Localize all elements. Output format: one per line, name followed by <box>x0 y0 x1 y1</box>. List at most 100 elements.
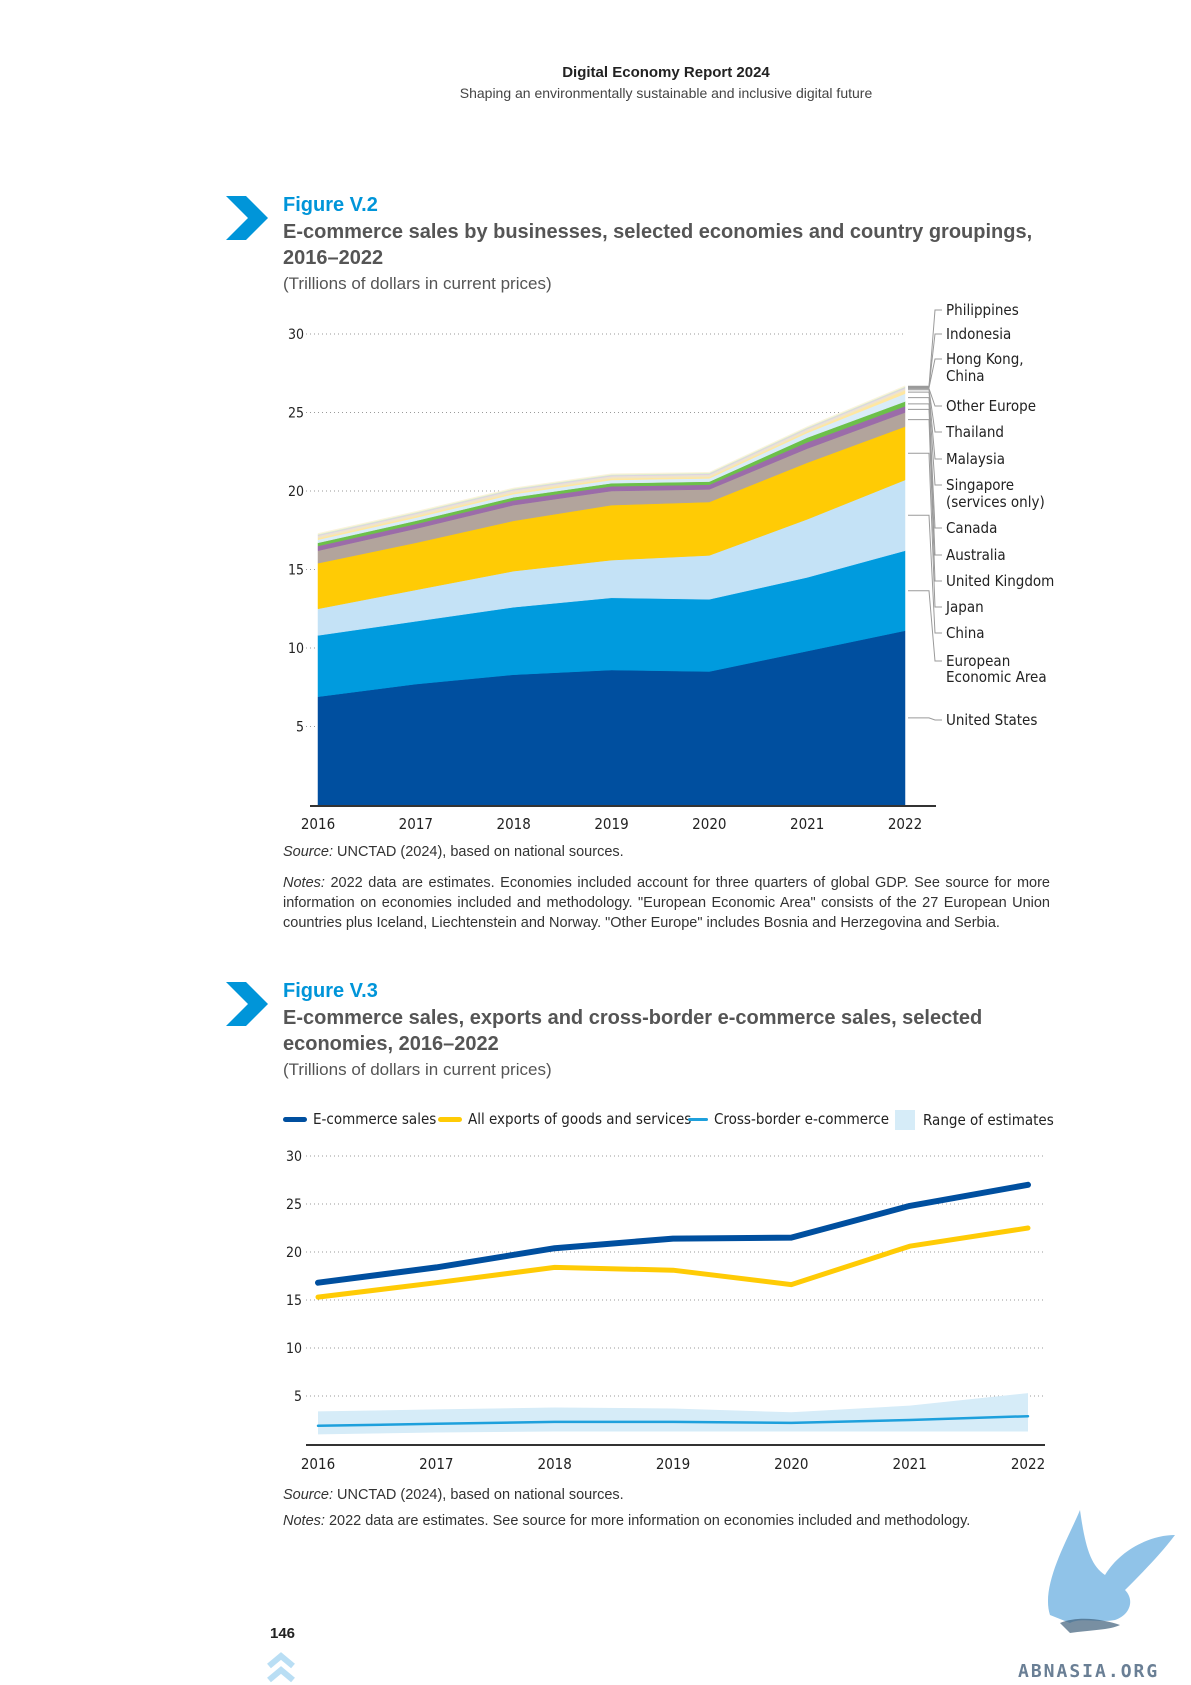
y-tick-label: 15 <box>286 1293 302 1309</box>
x-tick-label: 2022 <box>888 815 922 833</box>
notes-label: Notes: <box>283 1513 325 1529</box>
y-tick-label: 20 <box>286 1245 302 1261</box>
series-label: Philippines <box>946 301 1019 319</box>
stacked-area-chart: 5 10 15 20 25 30 2016 2017 2018 2019 2020 2021 2022… <box>288 301 1054 833</box>
series-label: Thailand <box>945 423 1004 441</box>
area-philippines <box>317 385 906 535</box>
legend-label: Range of estimates <box>923 1111 1054 1129</box>
series-label: Other Europe <box>946 397 1036 415</box>
notes-label: Notes: <box>283 875 325 891</box>
figure-number: Figure V.2 <box>283 194 378 216</box>
leader-line <box>908 403 942 529</box>
y-tick-label: 20 <box>288 484 304 500</box>
x-tick-label: 2016 <box>301 1455 335 1470</box>
x-tick-label: 2018 <box>496 815 530 833</box>
x-tick-label: 2019 <box>656 1455 690 1470</box>
report-subtitle: Shaping an environmentally sustainable a… <box>459 85 873 101</box>
leader-line <box>908 389 942 433</box>
notes-text: 2022 data are estimates. See source for … <box>324 1513 971 1529</box>
y-tick-label: 5 <box>294 1389 302 1405</box>
chevron-up-icon <box>267 1652 295 1683</box>
legend-item-ecommerce: E-commerce sales <box>283 1110 436 1128</box>
leader-line <box>908 419 942 582</box>
legend-swatch <box>283 1116 307 1122</box>
series-label: Canada <box>946 519 997 537</box>
figure-title: E-commerce sales, exports and cross-bord… <box>283 1007 983 1055</box>
series-label: Hong Kong, China <box>946 350 1024 385</box>
line-cross-border-e-commerce <box>316 1414 1030 1428</box>
series-label: Australia <box>946 546 1006 564</box>
x-tick-label: 2020 <box>692 815 726 833</box>
report-title: Digital Economy Report 2024 <box>562 64 770 81</box>
leader-line <box>908 388 942 407</box>
source-label: Source: <box>283 844 333 860</box>
legend-item-exports: All exports of goods and services <box>438 1110 691 1128</box>
legend-label: E-commerce sales <box>313 1110 437 1128</box>
x-tick-label: 2018 <box>537 1455 571 1470</box>
legend-label: Cross-border e-commerce <box>714 1110 890 1128</box>
series-label: Singapore (services only) <box>946 476 1045 511</box>
y-tick-label: 10 <box>288 641 304 657</box>
source-text: UNCTAD (2024), based on national sources… <box>332 844 624 860</box>
chevron-right-icon <box>226 982 268 1026</box>
figure-v2-source: Source: UNCTAD (2024), based on national… <box>283 842 1050 862</box>
y-tick-label: 30 <box>286 1149 302 1165</box>
page-number: 146 <box>270 1625 296 1642</box>
figure-v2-heading: Figure V.2 E-commerce sales by businesse… <box>283 194 1053 294</box>
legend-swatch <box>895 1110 915 1130</box>
legend-swatch <box>688 1117 708 1121</box>
source-label: Source: <box>283 1487 333 1503</box>
watermark-logo: ABNASIA.ORG <box>1018 1510 1175 1682</box>
y-tick-label: 15 <box>288 563 304 579</box>
series-label: Malaysia <box>946 450 1005 468</box>
source-text: UNCTAD (2024), based on national sources… <box>332 1487 624 1503</box>
legend-item-cross-border: Cross-border e-commerce <box>688 1110 889 1128</box>
leader-line <box>908 333 942 388</box>
line-chart: 5 10 15 20 25 30 2016 2017 2018 2019 2020 2021 2022 <box>286 1149 1045 1470</box>
leader-line <box>908 391 942 460</box>
series-label: Japan <box>945 598 984 616</box>
report-header: Digital Economy Report 2024 Shaping an e… <box>0 64 1191 101</box>
x-tick-label: 2021 <box>892 1455 926 1470</box>
chart-legend: E-commerce sales All exports of goods an… <box>283 1110 1054 1134</box>
range-band <box>318 1393 1028 1435</box>
line-all-exports-of-goods-and-services <box>315 1225 1031 1300</box>
series-label: United States <box>946 711 1037 729</box>
series-label: European Economic Area <box>946 652 1047 686</box>
figure-unit: (Trillions of dollars in current prices) <box>283 1060 552 1079</box>
leader-line <box>908 590 942 662</box>
chevron-right-icon <box>226 196 268 240</box>
leader-line <box>908 514 942 634</box>
y-tick-label: 25 <box>288 406 304 422</box>
series-label: United Kingdom <box>946 572 1054 590</box>
figure-v3-notes: Notes: 2022 data are estimates. See sour… <box>283 1511 1050 1531</box>
figure-v3-source: Source: UNCTAD (2024), based on national… <box>283 1485 1050 1505</box>
series-label: China <box>946 624 985 642</box>
leader-line <box>908 358 942 389</box>
y-tick-label: 25 <box>286 1197 302 1213</box>
leader-line <box>908 309 942 387</box>
x-tick-label: 2017 <box>419 1455 453 1470</box>
leader-line <box>908 717 942 721</box>
legend-item-range: Range of estimates <box>895 1110 1054 1130</box>
legend-label: All exports of goods and services <box>468 1110 692 1128</box>
notes-text: 2022 data are estimates. Economies inclu… <box>283 875 1050 931</box>
leader-line <box>908 408 942 556</box>
x-tick-label: 2022 <box>1011 1455 1045 1470</box>
figure-unit: (Trillions of dollars in current prices) <box>283 274 552 293</box>
y-tick-label: 5 <box>296 720 304 736</box>
figure-number: Figure V.3 <box>283 980 378 1002</box>
leader-line <box>908 452 942 608</box>
line-e-commerce-sales <box>315 1181 1031 1286</box>
x-tick-label: 2021 <box>790 815 824 833</box>
figure-v3-heading: Figure V.3 E-commerce sales, exports and… <box>283 980 1053 1080</box>
x-tick-label: 2017 <box>399 815 433 833</box>
y-tick-label: 10 <box>286 1341 302 1357</box>
figure-v2-notes: Notes: 2022 data are estimates. Economie… <box>283 873 1050 933</box>
x-tick-label: 2016 <box>301 815 335 833</box>
y-tick-label: 30 <box>288 327 304 343</box>
leader-line <box>908 397 942 486</box>
watermark-text: ABNASIA.ORG <box>1018 1661 1159 1682</box>
legend-swatch <box>438 1116 462 1122</box>
x-tick-label: 2019 <box>594 815 628 833</box>
